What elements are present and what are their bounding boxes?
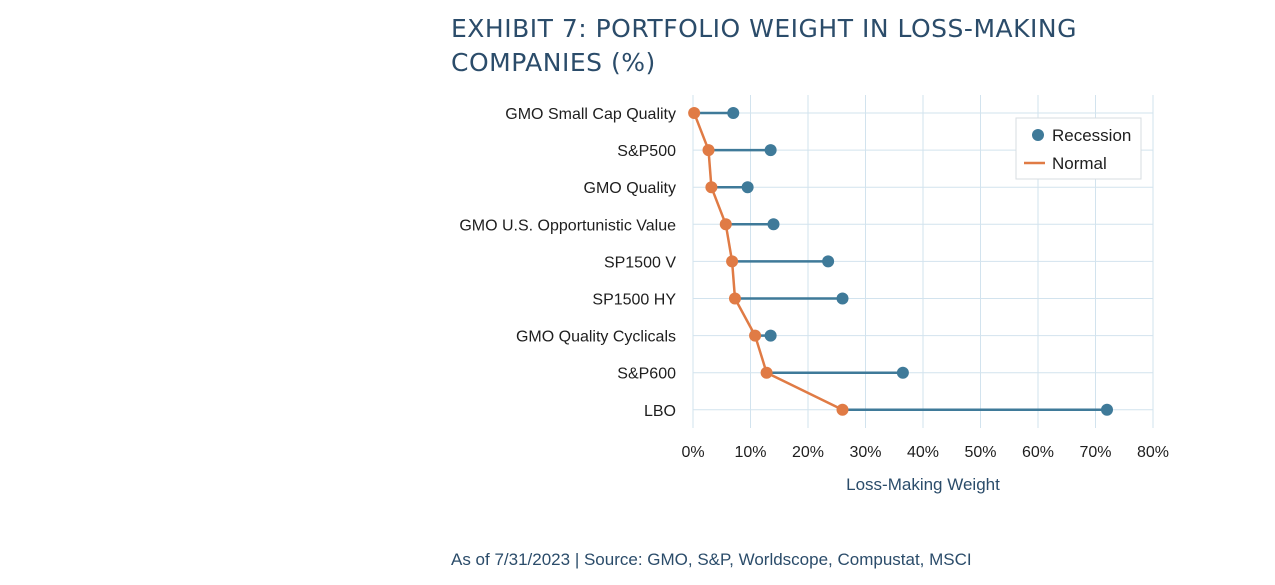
- normal-point: [688, 107, 701, 119]
- x-axis-title: Loss-Making Weight: [846, 475, 1000, 494]
- y-category-label: SP1500 HY: [592, 292, 676, 309]
- normal-point: [728, 292, 741, 305]
- grid-lines: [692, 95, 1154, 428]
- source-note: As of 7/31/2023 | Source: GMO, S&P, Worl…: [451, 550, 972, 569]
- legend-box: [1015, 117, 1142, 180]
- recession-point: [836, 292, 849, 305]
- x-tick-label: 80%: [1137, 444, 1169, 461]
- recession-point: [767, 218, 780, 231]
- normal-point: [836, 403, 849, 416]
- normal-point: [719, 218, 732, 231]
- y-category-label: GMO U.S. Opportunistic Value: [459, 217, 676, 234]
- y-category-label: GMO Quality: [584, 180, 676, 197]
- recession-point: [727, 107, 740, 119]
- y-category-label: S&P600: [617, 366, 676, 383]
- x-tick-label: 10%: [734, 444, 766, 461]
- y-category-label: GMO Small Cap Quality: [505, 106, 676, 123]
- normal-point: [705, 181, 718, 194]
- y-category-label: S&P500: [617, 143, 676, 160]
- y-category-label: GMO Quality Cyclicals: [516, 329, 676, 346]
- x-tick-label: 0%: [681, 444, 704, 461]
- recession-series-points: [727, 107, 1113, 416]
- normal-point: [726, 255, 739, 268]
- legend-normal-label: Normal: [1052, 154, 1107, 173]
- legend: Recession Normal: [1015, 117, 1142, 180]
- x-tick-label: 70%: [1079, 444, 1111, 461]
- legend-recession-marker: [1032, 129, 1044, 141]
- recession-point: [764, 329, 777, 342]
- normal-series-points: [688, 107, 849, 416]
- x-tick-label: 40%: [907, 444, 939, 461]
- x-tick-label: 20%: [792, 444, 824, 461]
- y-category-label: SP1500 V: [604, 254, 676, 271]
- legend-recession-label: Recession: [1052, 126, 1131, 145]
- normal-point: [702, 144, 715, 157]
- x-tick-label: 50%: [964, 444, 996, 461]
- normal-point: [760, 366, 773, 379]
- x-axis-ticks: 0% 10% 20% 30% 40% 50% 60% 70% 80%: [681, 444, 1169, 461]
- recession-point: [764, 144, 777, 157]
- normal-point: [749, 329, 762, 342]
- y-category-label: LBO: [644, 403, 676, 420]
- recession-point: [822, 255, 835, 268]
- recession-point: [896, 366, 909, 379]
- chart-title: EXHIBIT 7: PORTFOLIO WEIGHT IN LOSS-MAKI…: [451, 14, 1077, 77]
- x-tick-label: 60%: [1022, 444, 1054, 461]
- recession-point: [1101, 403, 1113, 416]
- recession-point: [741, 181, 754, 194]
- y-axis-categories: GMO Small Cap Quality S&P500 GMO Quality GM…: [459, 106, 676, 420]
- x-tick-label: 30%: [849, 444, 881, 461]
